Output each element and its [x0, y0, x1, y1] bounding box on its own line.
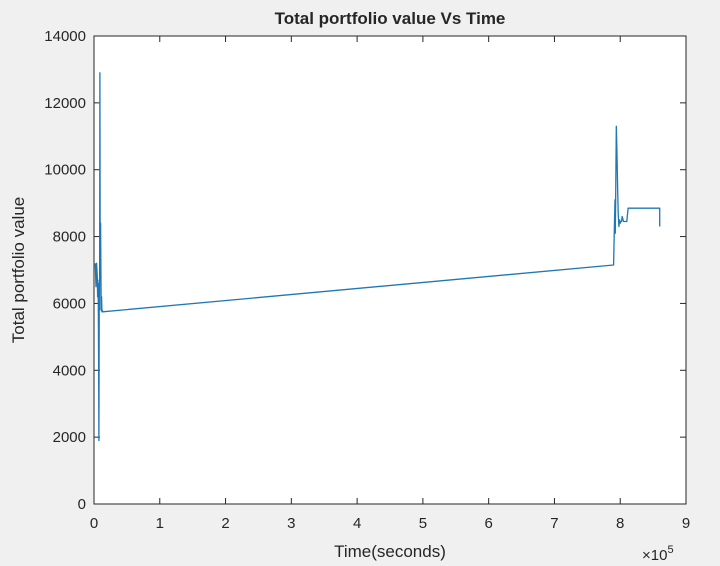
y-tick-label: 14000: [44, 28, 86, 45]
x-tick-label: 6: [484, 515, 492, 532]
x-tick-label: 3: [287, 515, 295, 532]
x-tick-label: 1: [156, 515, 164, 532]
x-tick-label: 4: [353, 515, 361, 532]
x-tick-label: 2: [221, 515, 229, 532]
y-tick-label: 12000: [44, 95, 86, 112]
series-line-0: [94, 72, 661, 442]
x-exponent-label: ×105: [642, 544, 674, 564]
x-exponent-base: ×10: [642, 547, 667, 564]
plot-lines: [94, 72, 661, 442]
x-tick-label: 0: [90, 515, 98, 532]
x-tick-label: 8: [616, 515, 624, 532]
y-tick-label: 4000: [53, 362, 86, 379]
y-tick-label: 2000: [53, 429, 86, 446]
chart-title: Total portfolio value Vs Time: [275, 9, 506, 28]
y-tick-label: 6000: [53, 295, 86, 312]
x-axis-label: Time(seconds): [334, 542, 446, 561]
y-tick-label: 8000: [53, 229, 86, 246]
y-tick-label: 10000: [44, 162, 86, 179]
x-tick-label: 5: [419, 515, 427, 532]
x-axis: 0 1 2 3 4 5 6 7 8 9: [90, 36, 690, 532]
plot-area: [93, 35, 687, 505]
x-tick-label: 9: [682, 515, 690, 532]
y-tick-label: 0: [78, 496, 86, 513]
y-axis: 0 2000 4000 6000 8000 10000 12000 14000: [44, 28, 686, 513]
x-exponent-power: 5: [667, 544, 673, 556]
y-axis-label: Total portfolio value: [9, 197, 28, 343]
x-tick-label: 7: [550, 515, 558, 532]
